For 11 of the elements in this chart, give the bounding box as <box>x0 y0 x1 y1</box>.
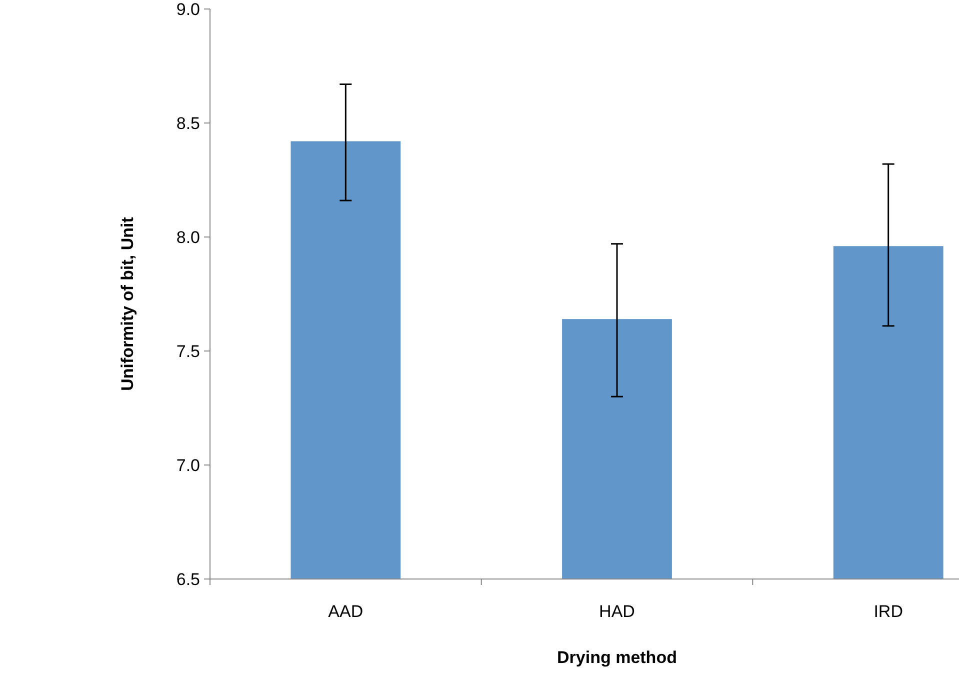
x-tick-label: IRD <box>874 602 903 621</box>
y-tick-label: 8.5 <box>176 114 200 133</box>
y-tick-label: 9.0 <box>176 0 200 19</box>
x-axis-title: Drying method <box>557 648 677 667</box>
y-axis-title: Uniformity of bit, Unit <box>118 216 137 391</box>
x-tick-label: HAD <box>599 602 635 621</box>
x-tick-label: AAD <box>328 602 364 621</box>
y-tick-label: 8.0 <box>176 228 200 247</box>
y-tick-label: 7.0 <box>176 456 200 475</box>
y-tick-label: 7.5 <box>176 342 200 361</box>
y-tick-label: 6.5 <box>176 570 200 589</box>
